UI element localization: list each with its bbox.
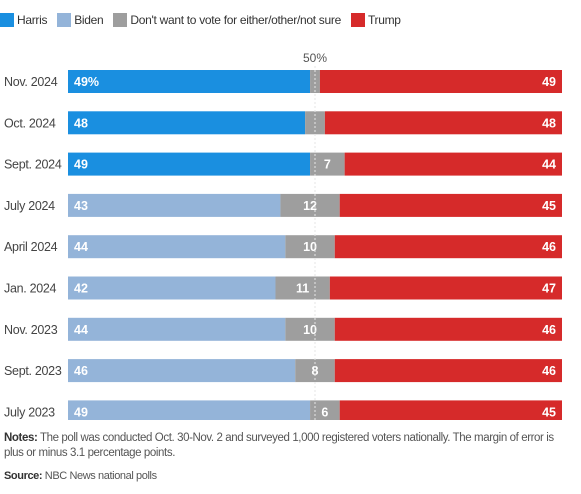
bar-harris (68, 111, 306, 135)
bar-biden (68, 276, 276, 300)
bar-harris (68, 70, 311, 93)
data-label-neither: 11 (296, 282, 309, 296)
legend-label-harris: Harris (17, 13, 48, 27)
data-label-neither: 7 (324, 158, 331, 172)
data-label-neither: 12 (303, 199, 317, 213)
legend-item-trump: Trump (350, 13, 401, 27)
legend-label-biden: Biden (74, 13, 104, 27)
chart-notes: Notes: The poll was conducted Oct. 30-No… (4, 431, 576, 461)
data-label-trump: 46 (542, 323, 556, 337)
legend-item-neither: Don't want to vote for either/other/not … (113, 13, 341, 27)
bar-trump (339, 193, 562, 217)
category-label: Jan. 2024 (4, 282, 57, 296)
bar-neither (285, 235, 335, 259)
reference-line-label: 50% (303, 51, 327, 65)
data-label-trump: 49 (542, 75, 556, 89)
category-label: Sept. 2024 (4, 158, 62, 172)
data-label-harris: 48 (74, 116, 88, 130)
chart-legend: Harris Biden Don't want to vote for eith… (0, 10, 411, 30)
bar-harris (68, 152, 311, 176)
bar-neither (310, 400, 340, 420)
legend-label-trump: Trump (367, 13, 401, 27)
data-label-trump: 48 (542, 116, 556, 130)
source-label: Source: (4, 470, 43, 482)
bar-trump (334, 359, 562, 383)
data-label-biden: 44 (74, 323, 88, 337)
bar-trump (329, 276, 562, 300)
category-label: July 2023 (4, 405, 55, 419)
data-label-trump: 45 (542, 199, 556, 213)
category-label: Oct. 2024 (4, 116, 56, 130)
bar-neither (280, 193, 340, 217)
bar-neither (310, 70, 320, 93)
notes-label: Notes: (4, 432, 38, 444)
bar-trump (319, 70, 562, 93)
data-label-trump: 46 (542, 240, 556, 254)
bar-neither (275, 276, 330, 300)
legend-swatch-trump (350, 13, 365, 27)
data-label-biden: 43 (74, 199, 88, 213)
data-label-trump: 47 (542, 282, 556, 296)
source-text: NBC News national polls (42, 470, 157, 482)
legend-swatch-biden (57, 13, 72, 27)
data-label-trump: 45 (542, 405, 556, 419)
data-label-neither: 10 (303, 323, 317, 337)
category-label: Nov. 2024 (4, 75, 58, 89)
bar-neither (310, 152, 345, 176)
notes-text: The poll was conducted Oct. 30-Nov. 2 an… (4, 432, 554, 459)
data-label-biden: 49 (74, 405, 88, 419)
bar-biden (68, 235, 286, 259)
legend-label-neither: Don't want to vote for either/other/not … (130, 13, 341, 27)
data-label-biden: 44 (74, 240, 88, 254)
legend-swatch-neither (113, 13, 128, 27)
data-label-biden: 46 (74, 364, 88, 378)
bar-trump (324, 111, 562, 135)
bar-biden (68, 359, 296, 383)
data-label-biden: 42 (74, 282, 88, 296)
bar-trump (344, 152, 562, 176)
category-label: April 2024 (4, 240, 58, 254)
category-label: Nov. 2023 (4, 323, 58, 337)
legend-item-biden: Biden (57, 13, 104, 27)
chart-source: Source: NBC News national polls (4, 470, 157, 482)
bar-trump (339, 400, 562, 420)
category-label: Sept. 2023 (4, 364, 62, 378)
data-label-harris: 49 (74, 158, 88, 172)
data-label-neither: 6 (321, 405, 328, 419)
stacked-bar-chart: 50% Nov. 2024 49% 49 Oct. 2024 48 48 Sept. 2024… (4, 51, 562, 420)
legend-item-harris: Harris (0, 13, 48, 27)
data-label-neither: 10 (303, 240, 317, 254)
bar-biden (68, 400, 311, 420)
bar-trump (334, 235, 562, 259)
bar-biden (68, 317, 286, 341)
bar-trump (334, 317, 562, 341)
data-label-harris: 49% (74, 75, 99, 89)
bar-neither (285, 317, 335, 341)
legend-swatch-harris (0, 13, 14, 27)
data-label-trump: 46 (542, 364, 556, 378)
bar-biden (68, 193, 281, 217)
data-label-trump: 44 (542, 158, 556, 172)
category-label: July 2024 (4, 199, 55, 213)
